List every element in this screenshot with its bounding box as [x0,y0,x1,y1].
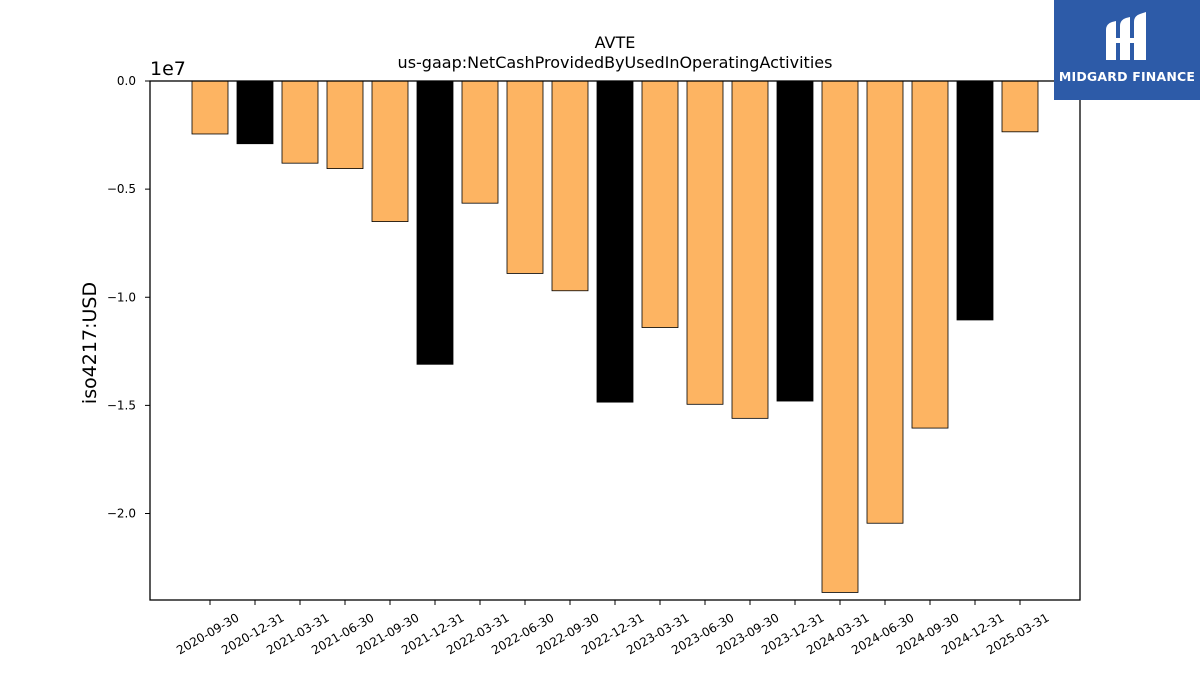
bar-2023-03-31 [641,80,679,328]
bar-2022-06-30 [506,80,544,274]
bar-2024-03-31 [821,80,859,593]
bar-2022-03-31 [461,80,499,204]
chart-subtitle: us-gaap:NetCashProvidedByUsedInOperating… [398,53,833,72]
y-tick-label: −1.5 [107,398,136,412]
y-ticks: 0.0 −0.5 −1.0 −1.5 −2.0 [107,74,150,521]
y-tick-label: −1.0 [107,290,136,304]
bar-2024-09-30 [911,80,949,429]
midgard-finance-logo: MIDGARD FINANCE [1054,0,1200,100]
bar-2022-12-31 [596,80,634,403]
bar-2020-12-31 [236,80,274,145]
midgard-logo-icon [1106,12,1146,60]
bars [191,80,1039,593]
chart-title: AVTE [595,33,636,52]
y-tick-label: −2.0 [107,507,136,521]
bar-2021-06-30 [326,80,364,169]
bar-2020-09-30 [191,80,229,135]
bar-2023-06-30 [686,80,724,405]
bar-2023-12-31 [776,80,814,402]
bar-2025-03-31 [1001,80,1039,133]
logo-text: MIDGARD FINANCE [1058,69,1196,84]
bar-2024-06-30 [866,80,904,524]
bar-2022-09-30 [551,80,589,292]
plot-frame [149,80,1081,601]
bar-2023-09-30 [731,80,769,419]
bar-2021-12-31 [416,80,454,365]
y-axis-label: iso4217:USD [79,282,101,404]
y-axis-offset-label: 1e7 [150,58,186,80]
bar-2024-12-31 [956,80,994,321]
bar-2021-03-31 [281,80,319,164]
y-tick-label: −0.5 [107,182,136,196]
bar-2021-09-30 [371,80,409,222]
y-tick-label: 0.0 [117,74,136,88]
x-ticks: 2020-09-302020-12-312021-03-312021-06-30… [174,600,1052,657]
